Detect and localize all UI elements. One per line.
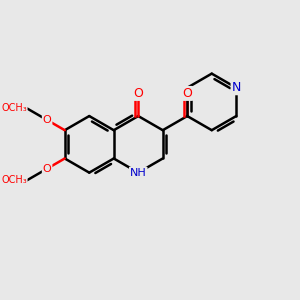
Text: O: O [133, 87, 143, 100]
Text: OCH₃: OCH₃ [1, 176, 27, 185]
Text: O: O [43, 164, 52, 174]
Text: O: O [43, 115, 52, 125]
Text: OCH₃: OCH₃ [1, 103, 27, 113]
Text: NH: NH [130, 168, 147, 178]
Text: N: N [232, 81, 241, 94]
Text: O: O [182, 87, 192, 100]
